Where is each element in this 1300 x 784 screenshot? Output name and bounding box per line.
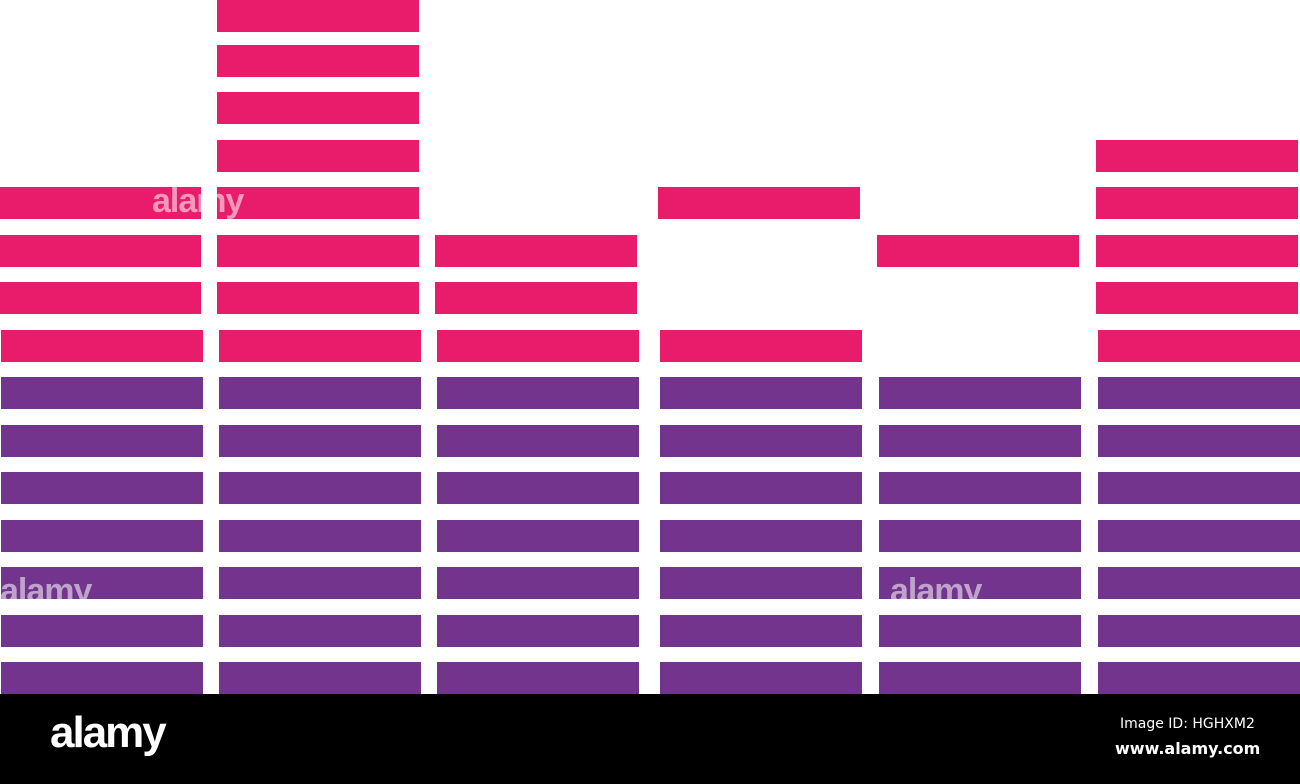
- watermark: alamy: [152, 182, 244, 220]
- equalizer-segment: [1, 519, 203, 552]
- equalizer-segment: [437, 662, 639, 694]
- equalizer-segment: [1, 424, 203, 457]
- equalizer-segment: [1098, 614, 1300, 647]
- equalizer-segment: [660, 377, 862, 409]
- equalizer-segment: [1, 377, 203, 409]
- equalizer-segment: [0, 234, 201, 267]
- equalizer-segment: [437, 329, 639, 362]
- equalizer-segment: [217, 234, 419, 267]
- equalizer-segment: [219, 329, 421, 362]
- equalizer-segment: [1, 329, 203, 362]
- equalizer-segment: [435, 282, 637, 314]
- equalizer-segment: [219, 519, 421, 552]
- equalizer-segment: [660, 329, 862, 362]
- equalizer-segment: [658, 187, 860, 219]
- equalizer-segment: [879, 472, 1081, 504]
- equalizer-segment: [437, 472, 639, 504]
- image-id: Image ID: HGHXM2: [1120, 716, 1255, 732]
- equalizer-segment: [1, 472, 203, 504]
- equalizer-segment: [219, 614, 421, 647]
- alamy-logo: alamy: [50, 708, 167, 757]
- equalizer-segment: [1, 662, 203, 694]
- equalizer-segment: [1098, 472, 1300, 504]
- equalizer-segment: [879, 424, 1081, 457]
- equalizer-segment: [437, 567, 639, 599]
- equalizer-segment: [1098, 567, 1300, 599]
- equalizer-segment: [435, 234, 637, 267]
- equalizer-segment: [1098, 519, 1300, 552]
- equalizer-segment: [217, 187, 419, 219]
- equalizer-segment: [437, 614, 639, 647]
- watermark: alamy: [0, 572, 92, 610]
- equalizer-segment: [217, 0, 419, 32]
- equalizer-segment: [660, 519, 862, 552]
- equalizer-segment: [219, 567, 421, 599]
- equalizer-segment: [217, 44, 419, 77]
- equalizer-segment: [1098, 329, 1300, 362]
- equalizer-segment: [217, 92, 419, 124]
- equalizer-segment: [1, 567, 203, 599]
- equalizer-segment: [219, 662, 421, 694]
- equalizer-segment: [879, 614, 1081, 647]
- equalizer-segment: [879, 662, 1081, 694]
- equalizer-segment: [0, 187, 201, 219]
- equalizer-segment: [660, 424, 862, 457]
- footer-bar: alamy Image ID: HGHXM2 www.alamy.com: [0, 694, 1300, 784]
- equalizer-segment: [1096, 234, 1298, 267]
- equalizer-segment: [1, 614, 203, 647]
- equalizer-segment: [219, 377, 421, 409]
- equalizer-segment: [437, 519, 639, 552]
- equalizer-segment: [660, 662, 862, 694]
- equalizer-segment: [219, 472, 421, 504]
- equalizer-segment: [217, 139, 419, 172]
- equalizer-segment: [879, 377, 1081, 409]
- equalizer-segment: [1096, 139, 1298, 172]
- equalizer-segment: [879, 567, 1081, 599]
- equalizer-segment: [1096, 187, 1298, 219]
- equalizer-segment: [219, 424, 421, 457]
- equalizer-segment: [1098, 424, 1300, 457]
- equalizer-segment: [0, 282, 201, 314]
- equalizer-segment: [1098, 662, 1300, 694]
- equalizer-segment: [879, 519, 1081, 552]
- equalizer-segment: [217, 282, 419, 314]
- site-url: www.alamy.com: [1115, 739, 1261, 758]
- equalizer-segment: [1098, 377, 1300, 409]
- watermark: alamy: [890, 572, 982, 610]
- equalizer-segment: [877, 234, 1079, 267]
- equalizer-segment: [660, 567, 862, 599]
- equalizer-segment: [437, 424, 639, 457]
- equalizer-segment: [660, 614, 862, 647]
- equalizer-segment: [660, 472, 862, 504]
- equalizer-segment: [1096, 282, 1298, 314]
- equalizer-segment: [437, 377, 639, 409]
- equalizer-graphic: [0, 0, 1300, 694]
